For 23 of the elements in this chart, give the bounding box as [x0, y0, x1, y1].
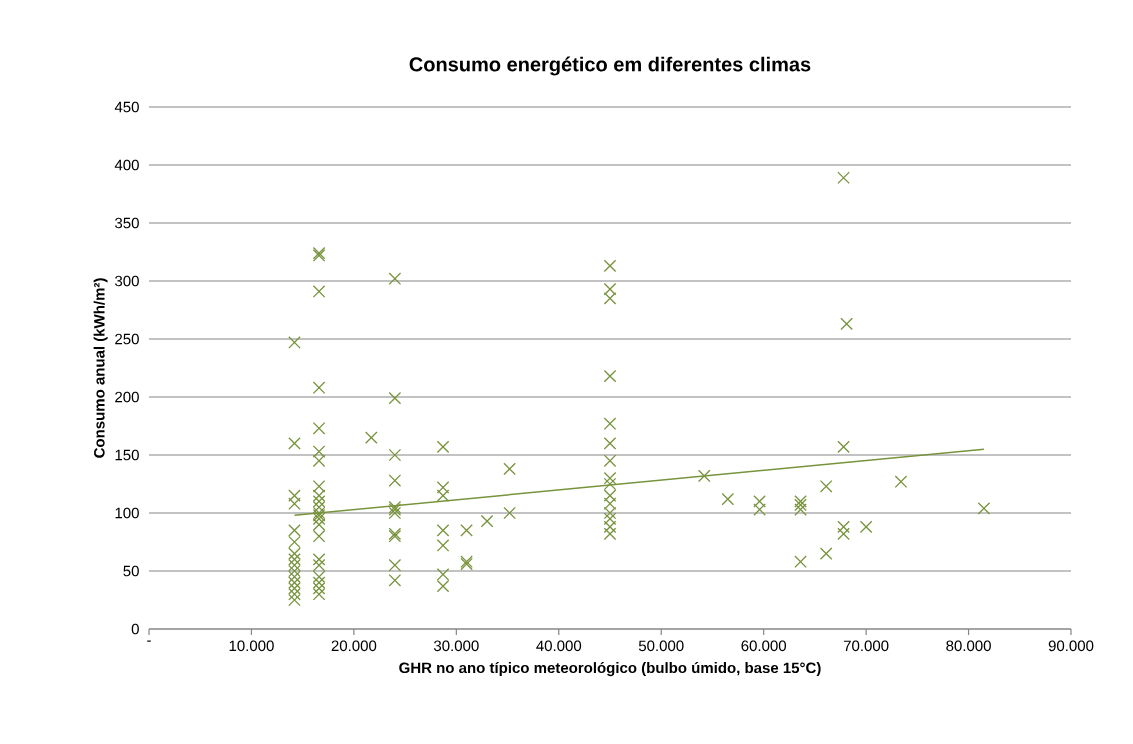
y-tick-label: 100 — [115, 507, 139, 519]
y-tick-label: 200 — [115, 391, 139, 403]
y-tick-label: 300 — [115, 275, 139, 287]
x-tick-label: 50.000 — [638, 640, 684, 652]
x-tick-label: 70.000 — [843, 640, 889, 652]
x-tick-label: 40.000 — [536, 640, 582, 652]
y-tick-label: 0 — [131, 623, 139, 635]
y-tick-label: 250 — [115, 333, 139, 345]
x-tick-label: - — [147, 640, 151, 642]
x-tick-label: 10.000 — [229, 640, 274, 652]
chart-title: Consumo energético em diferentes climas — [409, 56, 811, 76]
x-axis-title: GHR no ano típico meteorológico (bulbo úmido, base 15°C) — [399, 661, 821, 677]
y-tick-label: 150 — [115, 449, 139, 461]
x-tick-label: 20.000 — [331, 640, 377, 652]
y-tick-label: 50 — [123, 565, 139, 577]
x-tick-label: 80.000 — [946, 640, 991, 652]
y-axis-title: Consumo anual (kWh/m²) — [93, 278, 108, 458]
y-tick-label: 350 — [115, 217, 139, 229]
y-tick-label: 400 — [114, 159, 139, 171]
y-tick-label: 450 — [114, 101, 139, 113]
x-tick-label: 30.000 — [433, 640, 479, 652]
x-tick-label: 60.000 — [741, 640, 787, 652]
x-tick-label: 90.000 — [1048, 640, 1094, 652]
